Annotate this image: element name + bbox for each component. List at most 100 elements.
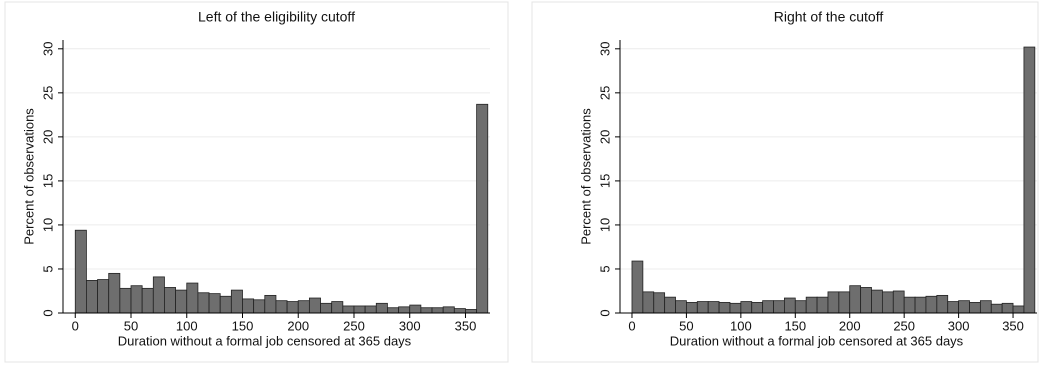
- bar: [364, 305, 377, 314]
- y-axis-label: Percent of observations: [21, 108, 36, 245]
- bar: [130, 285, 143, 314]
- x-tick-label: 350: [1002, 318, 1024, 333]
- x-tick-label: 0: [628, 318, 635, 333]
- bar: [1023, 46, 1036, 314]
- bar: [230, 289, 243, 314]
- bar: [442, 306, 455, 314]
- x-axis-label: Duration without a formal job censored a…: [118, 333, 412, 348]
- bar: [141, 287, 154, 314]
- bar: [838, 291, 851, 314]
- y-tick-label: 30: [597, 42, 612, 56]
- bar: [219, 295, 232, 314]
- bar: [431, 307, 444, 314]
- x-tick-label: 200: [839, 318, 861, 333]
- y-tick-label: 15: [597, 174, 612, 188]
- y-tick-label: 0: [40, 309, 55, 316]
- bar: [958, 300, 970, 314]
- bar: [664, 296, 676, 314]
- bar: [936, 294, 949, 314]
- bar: [871, 289, 883, 314]
- bar: [990, 303, 1003, 314]
- bar: [242, 298, 255, 314]
- bar: [97, 279, 110, 314]
- bar: [308, 297, 321, 314]
- bar: [827, 291, 840, 314]
- y-tick-label: 10: [40, 218, 55, 232]
- bar: [892, 290, 905, 314]
- y-tick-label: 30: [40, 42, 55, 56]
- bar: [631, 260, 644, 314]
- y-axis-label: Percent of observations: [578, 108, 593, 245]
- x-tick-label: 100: [176, 318, 198, 333]
- bar: [903, 296, 916, 314]
- bar: [197, 292, 210, 314]
- x-tick-label: 100: [730, 318, 752, 333]
- bar: [152, 276, 165, 314]
- bar: [696, 301, 709, 314]
- chart-title: Left of the eligibility cutoff: [198, 9, 355, 25]
- y-tick-label: 10: [597, 218, 612, 232]
- bar: [805, 296, 818, 314]
- bar: [74, 229, 87, 314]
- bar: [653, 292, 666, 314]
- bar: [881, 291, 894, 314]
- y-tick-label: 20: [597, 130, 612, 144]
- x-tick-label: 350: [455, 318, 477, 333]
- x-tick-label: 150: [232, 318, 254, 333]
- bar: [707, 301, 720, 314]
- bar: [718, 302, 731, 314]
- bar: [751, 302, 764, 314]
- bar: [784, 297, 796, 314]
- bar: [849, 285, 862, 314]
- bar: [320, 302, 333, 314]
- x-tick-label: 250: [893, 318, 915, 333]
- bar: [979, 300, 992, 314]
- y-tick-label: 15: [40, 174, 55, 188]
- bar: [264, 294, 277, 314]
- chart-title: Right of the cutoff: [774, 9, 884, 25]
- bar: [353, 305, 366, 314]
- y-tick-label: 20: [40, 130, 55, 144]
- bar: [420, 307, 433, 314]
- bar: [925, 295, 938, 314]
- bar: [947, 301, 960, 314]
- x-tick-label: 0: [72, 318, 79, 333]
- bar: [729, 302, 742, 314]
- bar: [762, 300, 774, 314]
- x-tick-label: 200: [287, 318, 309, 333]
- bar: [773, 300, 785, 314]
- bar: [286, 301, 299, 314]
- bar: [331, 301, 344, 314]
- bar: [1001, 302, 1014, 314]
- x-tick-label: 250: [343, 318, 365, 333]
- bar: [642, 291, 655, 314]
- bar: [686, 302, 698, 314]
- bar: [740, 301, 753, 314]
- bar: [914, 296, 927, 314]
- bar: [342, 305, 355, 314]
- bar: [409, 304, 422, 314]
- bar: [1012, 305, 1025, 314]
- x-tick-label: 300: [399, 318, 421, 333]
- bar: [675, 300, 687, 314]
- x-tick-label: 150: [784, 318, 806, 333]
- bar: [453, 308, 466, 314]
- bar: [164, 287, 177, 314]
- bar: [476, 103, 489, 314]
- bar: [275, 300, 288, 314]
- bar: [186, 282, 199, 314]
- bar: [253, 299, 266, 314]
- x-tick-label: 50: [679, 318, 693, 333]
- bar: [375, 302, 388, 314]
- bar: [794, 300, 807, 314]
- x-axis-label: Duration without a formal job censored a…: [670, 333, 964, 348]
- y-tick-label: 25: [597, 86, 612, 100]
- bar: [208, 293, 221, 314]
- bar: [398, 306, 411, 314]
- bar: [175, 289, 188, 314]
- bar: [387, 307, 399, 314]
- y-tick-label: 5: [40, 265, 55, 272]
- bar: [297, 300, 310, 314]
- bar: [860, 287, 872, 314]
